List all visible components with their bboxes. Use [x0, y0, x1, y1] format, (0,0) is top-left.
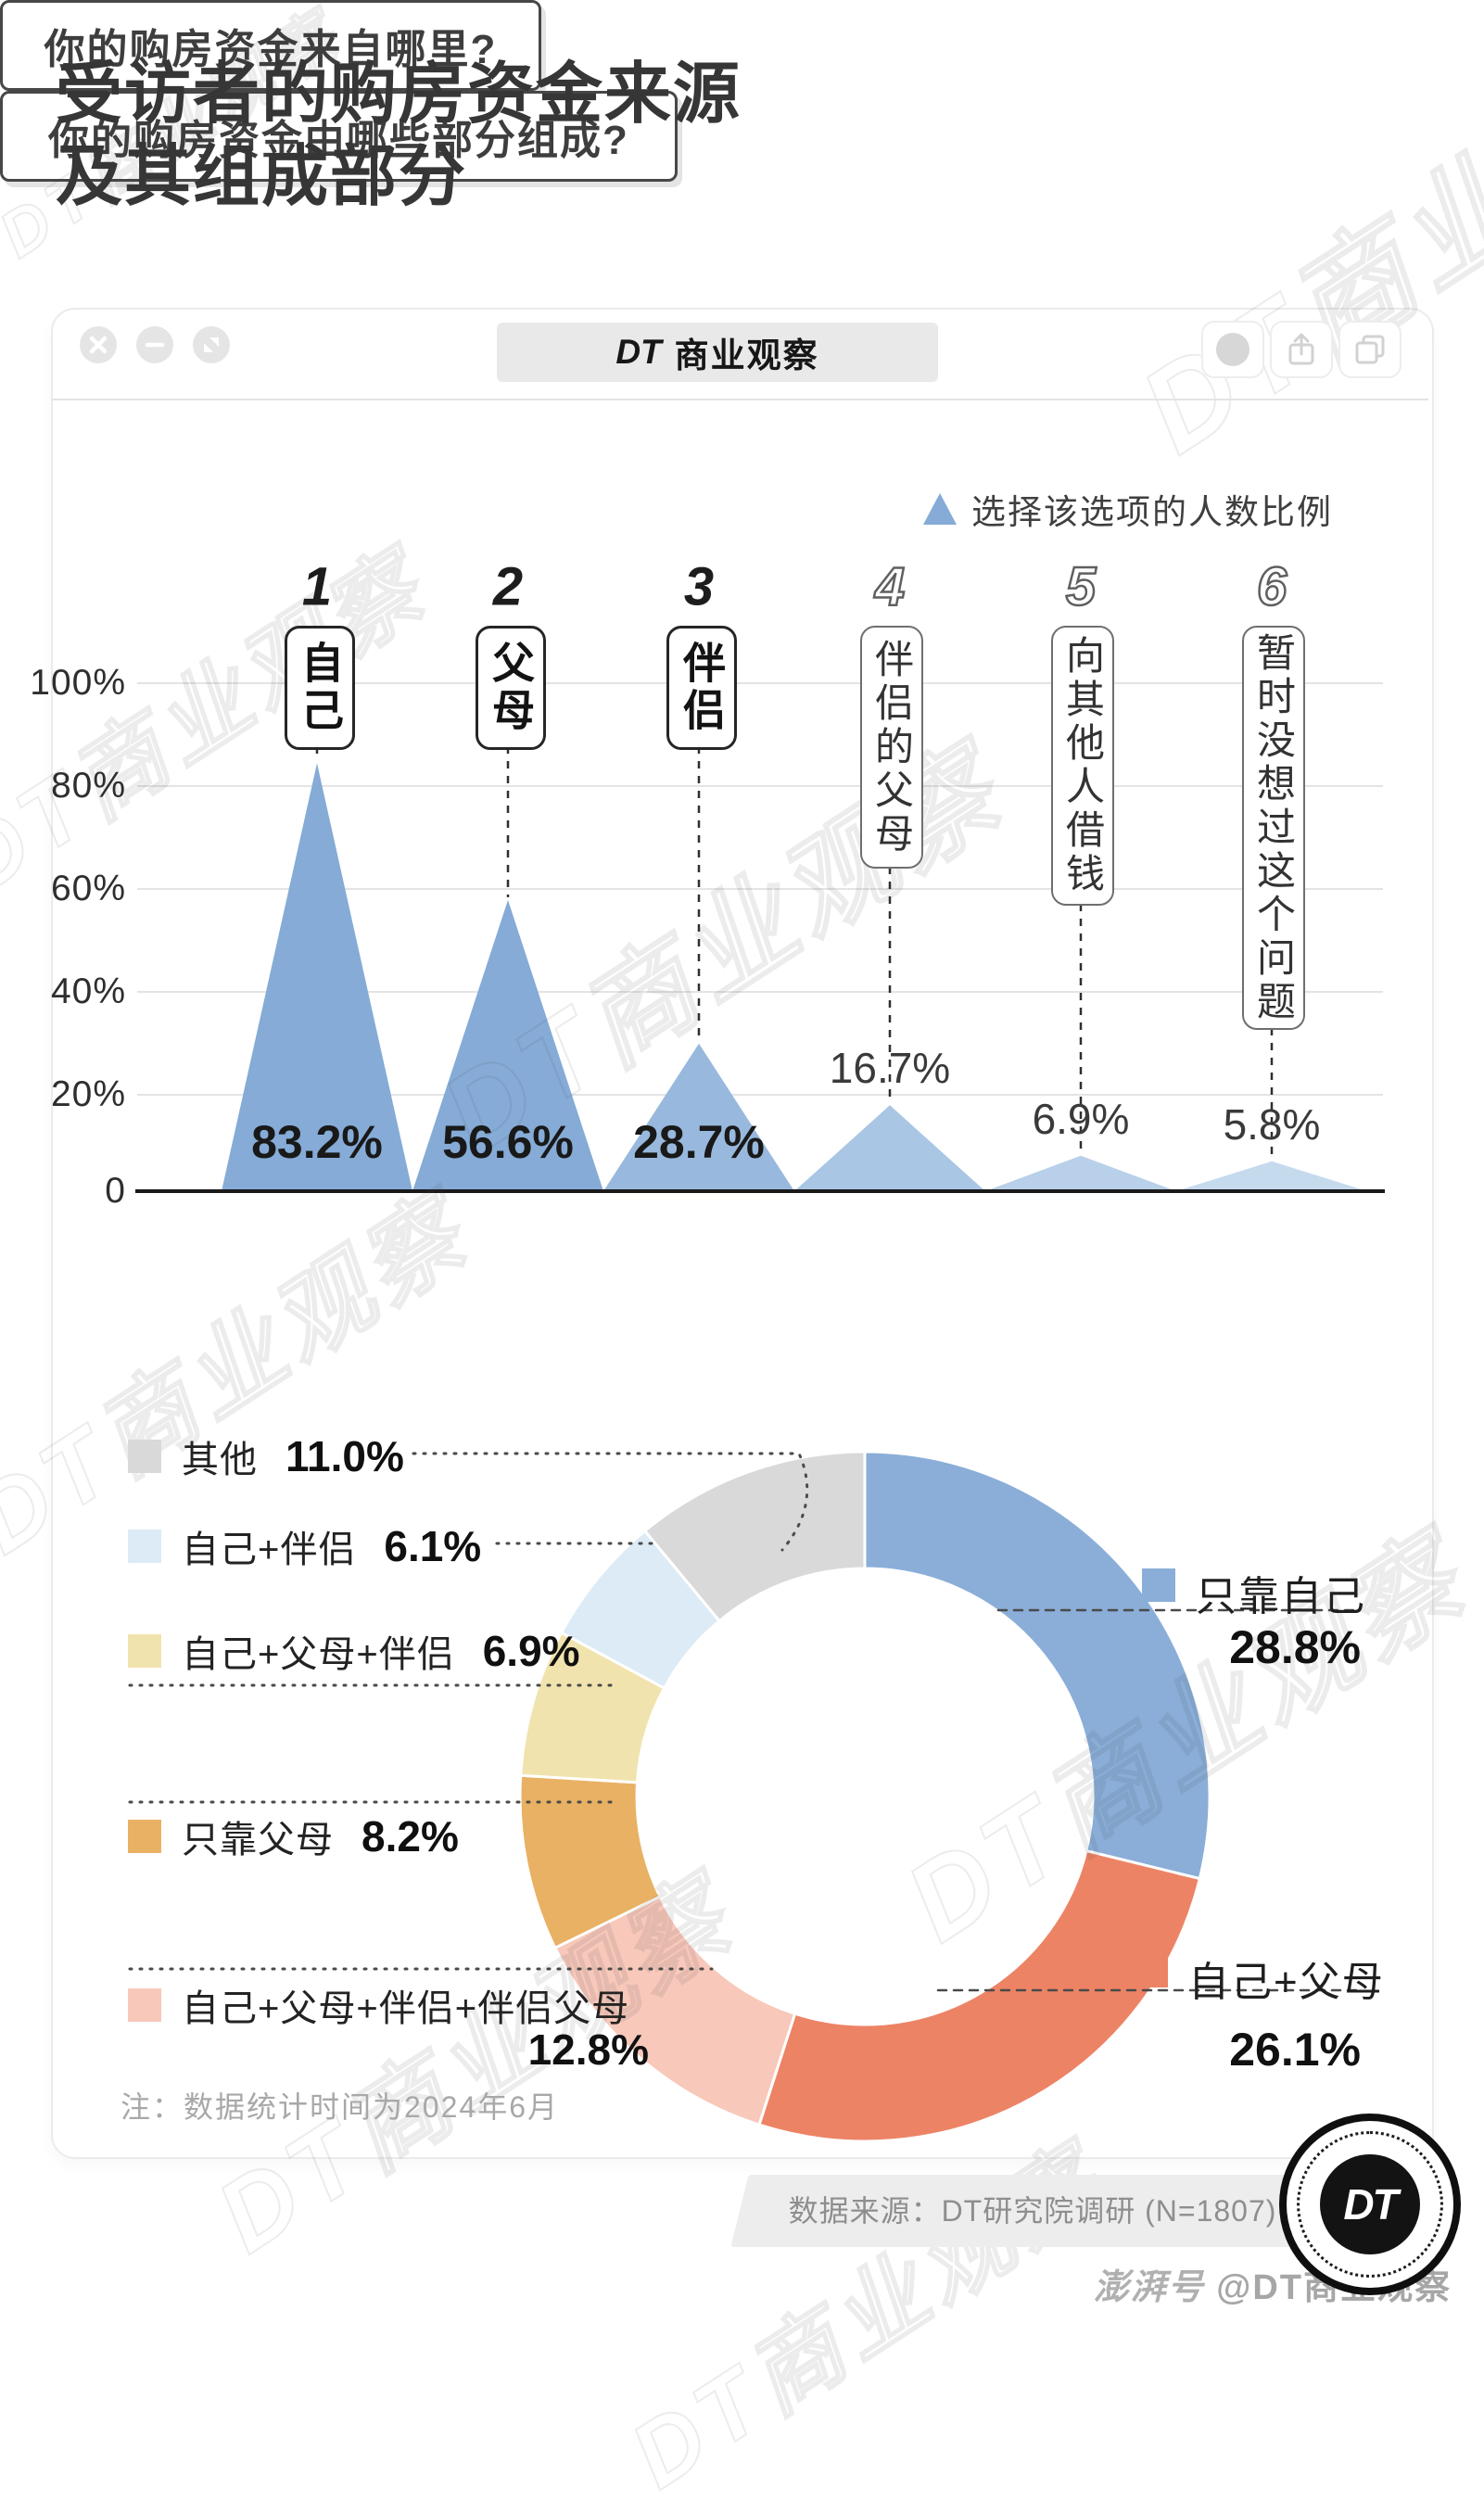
rank-5: 5	[1065, 555, 1097, 618]
swatch-self-only	[1142, 1568, 1175, 1602]
chart1-question-box: 你的购房资金来自哪里?	[0, 0, 541, 91]
ytick-60: 60%	[50, 869, 126, 908]
platform-credit: 澎湃号 @DT商业观察	[927, 2258, 1452, 2309]
chart2-question-box: 你的购房资金由哪些部分组成?	[0, 91, 678, 182]
ytick-20: 20%	[50, 1074, 126, 1114]
data-source-text: 数据来源：DT研究院调研 (N=1807)	[788, 2194, 1277, 2228]
legend-self-only-label: 只靠自己	[1196, 1574, 1366, 1619]
swatch-other	[128, 1440, 161, 1473]
chart1-legend: 选择该选项的人数比例	[923, 484, 1333, 534]
ytick-100: 100%	[30, 663, 126, 703]
chart1-question: 你的购房资金来自哪里?	[44, 27, 498, 72]
category-box-parents: 父母	[476, 626, 546, 750]
minimize-icon	[145, 342, 165, 348]
tab-dt-logo: DT	[615, 333, 662, 371]
dt-logo: DT	[1279, 2114, 1461, 2295]
page-title-line1: 受访者的购房资金来源	[56, 57, 742, 132]
data-source-band: 数据来源：DT研究院调研 (N=1807)	[730, 2175, 1335, 2247]
legend-self-partner: 自己+伴侣 6.1%	[128, 1522, 481, 1570]
legend-self-only-value: 28.8%	[1229, 1621, 1361, 1673]
peak-value-4: 16.7%	[829, 1044, 951, 1092]
rank-2: 2	[492, 556, 524, 617]
peak-value-2: 56.6%	[442, 1116, 574, 1168]
legend-parents-only-value: 8.2%	[361, 1812, 459, 1860]
circle-icon	[1216, 333, 1249, 366]
triangle-legend-icon	[923, 493, 957, 525]
legend-parents-only: 只靠父母 8.2%	[128, 1812, 459, 1860]
maximize-icon	[204, 337, 219, 352]
dt-logo-disc: DT	[1320, 2154, 1420, 2254]
dt-logo-dotted-ring: DT	[1297, 2131, 1443, 2278]
peak-value-1: 83.2%	[251, 1116, 383, 1168]
share-button[interactable]	[1270, 321, 1333, 378]
legend-other-label: 其他	[182, 1440, 258, 1480]
legend-four-way-value: 12.8%	[527, 2025, 649, 2074]
legend-self-parents-partner-value: 6.9%	[482, 1627, 580, 1675]
page-title-line2: 及其组成部分	[56, 140, 468, 215]
legend-other-value: 11.0%	[285, 1432, 404, 1480]
close-button[interactable]	[80, 326, 117, 363]
rank-6: 6	[1256, 555, 1288, 618]
swatch-self-partner	[128, 1530, 161, 1563]
watermark: DT商业观察	[613, 2127, 1123, 2509]
swatch-self-plus-parents	[1135, 1954, 1168, 1987]
reader-mode-button[interactable]	[1201, 321, 1264, 378]
peak-value-6: 5.8%	[1223, 1100, 1321, 1149]
pengpai-logo: 澎湃号	[1093, 2268, 1205, 2307]
share-icon	[1288, 333, 1314, 365]
category-box-no-thought: 暂时没想过这个问题	[1242, 626, 1305, 1030]
chart2-question: 你的购房资金由哪些部分组成?	[48, 118, 629, 163]
rank-4: 4	[874, 555, 907, 618]
ytick-40: 40%	[50, 971, 126, 1011]
browser-tab[interactable]: DT 商业观察	[497, 323, 938, 382]
rank-3: 3	[683, 556, 715, 617]
legend-self-partner-label: 自己+伴侣	[182, 1530, 357, 1570]
legend-self-plus-parents-label: 自己+父母	[1188, 1960, 1385, 2005]
minimize-button[interactable]	[136, 326, 173, 363]
maximize-button[interactable]	[193, 326, 230, 363]
category-box-borrow: 向其他人借钱	[1051, 626, 1114, 906]
swatch-four-way	[128, 1988, 161, 2022]
ytick-0: 0	[105, 1171, 126, 1211]
ytick-80: 80%	[50, 766, 126, 806]
legend-other: 其他 11.0%	[128, 1432, 404, 1480]
legend-self-plus-parents-value: 26.1%	[1229, 2024, 1361, 2076]
legend-self-parents-partner: 自己+父母+伴侣 6.9%	[128, 1627, 580, 1675]
legend-four-way: 自己+父母+伴侣+伴侣父母	[128, 1984, 629, 2029]
swatch-parents-only	[128, 1820, 161, 1853]
chart1-legend-label: 选择该选项的人数比例	[971, 493, 1333, 531]
category-box-self: 自己	[285, 626, 355, 750]
legend-self-parents-partner-label: 自己+父母+伴侣	[182, 1634, 455, 1675]
swatch-self-parents-partner	[128, 1634, 161, 1668]
peak-value-5: 6.9%	[1032, 1095, 1130, 1143]
category-box-partner-parents: 伴侣的父母	[860, 626, 923, 869]
legend-self-partner-value: 6.1%	[384, 1522, 482, 1570]
copy-icon	[1355, 335, 1385, 364]
legend-parents-only-label: 只靠父母	[182, 1820, 334, 1860]
footnote: 注：数据统计时间为2024年6月	[120, 2090, 559, 2124]
copy-tabs-button[interactable]	[1338, 321, 1402, 378]
category-box-partner: 伴侣	[666, 626, 737, 750]
header-divider	[53, 399, 1428, 400]
tab-label: 商业观察	[674, 336, 819, 375]
peak-value-3: 28.7%	[633, 1116, 765, 1168]
close-icon	[89, 336, 108, 354]
browser-window	[51, 308, 1434, 2159]
rank-1: 1	[301, 556, 333, 617]
page-title: 受访者的购房资金来源 及其组成部分	[56, 54, 742, 220]
